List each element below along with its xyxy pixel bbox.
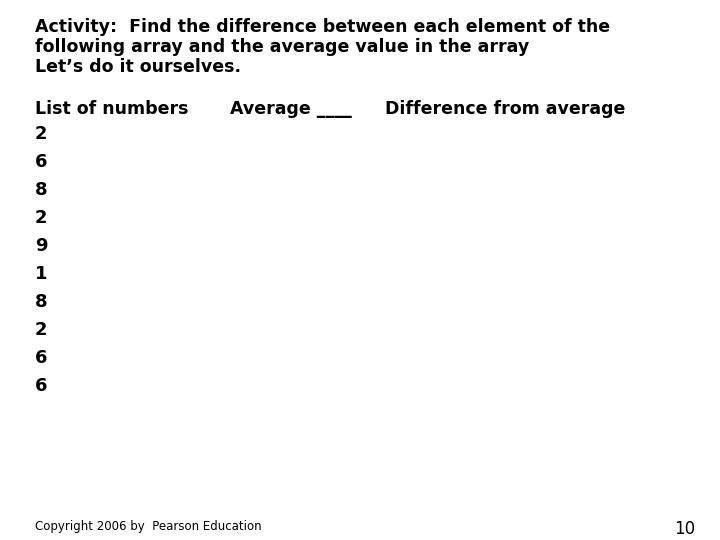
Text: 2: 2 — [35, 125, 48, 143]
Text: 2: 2 — [35, 209, 48, 227]
Text: 6: 6 — [35, 377, 48, 395]
Text: 10: 10 — [674, 520, 695, 538]
Text: 1: 1 — [35, 265, 48, 283]
Text: 6: 6 — [35, 153, 48, 171]
Text: 8: 8 — [35, 293, 48, 311]
Text: Copyright 2006 by  Pearson Education: Copyright 2006 by Pearson Education — [35, 520, 261, 533]
Text: following array and the average value in the array: following array and the average value in… — [35, 38, 529, 56]
Text: 2: 2 — [35, 321, 48, 339]
Text: Let’s do it ourselves.: Let’s do it ourselves. — [35, 58, 241, 76]
Text: Average ____: Average ____ — [230, 100, 352, 118]
Text: 6: 6 — [35, 349, 48, 367]
Text: Activity:  Find the difference between each element of the: Activity: Find the difference between ea… — [35, 18, 610, 36]
Text: List of numbers: List of numbers — [35, 100, 189, 118]
Text: Difference from average: Difference from average — [385, 100, 626, 118]
Text: 9: 9 — [35, 237, 48, 255]
Text: 8: 8 — [35, 181, 48, 199]
